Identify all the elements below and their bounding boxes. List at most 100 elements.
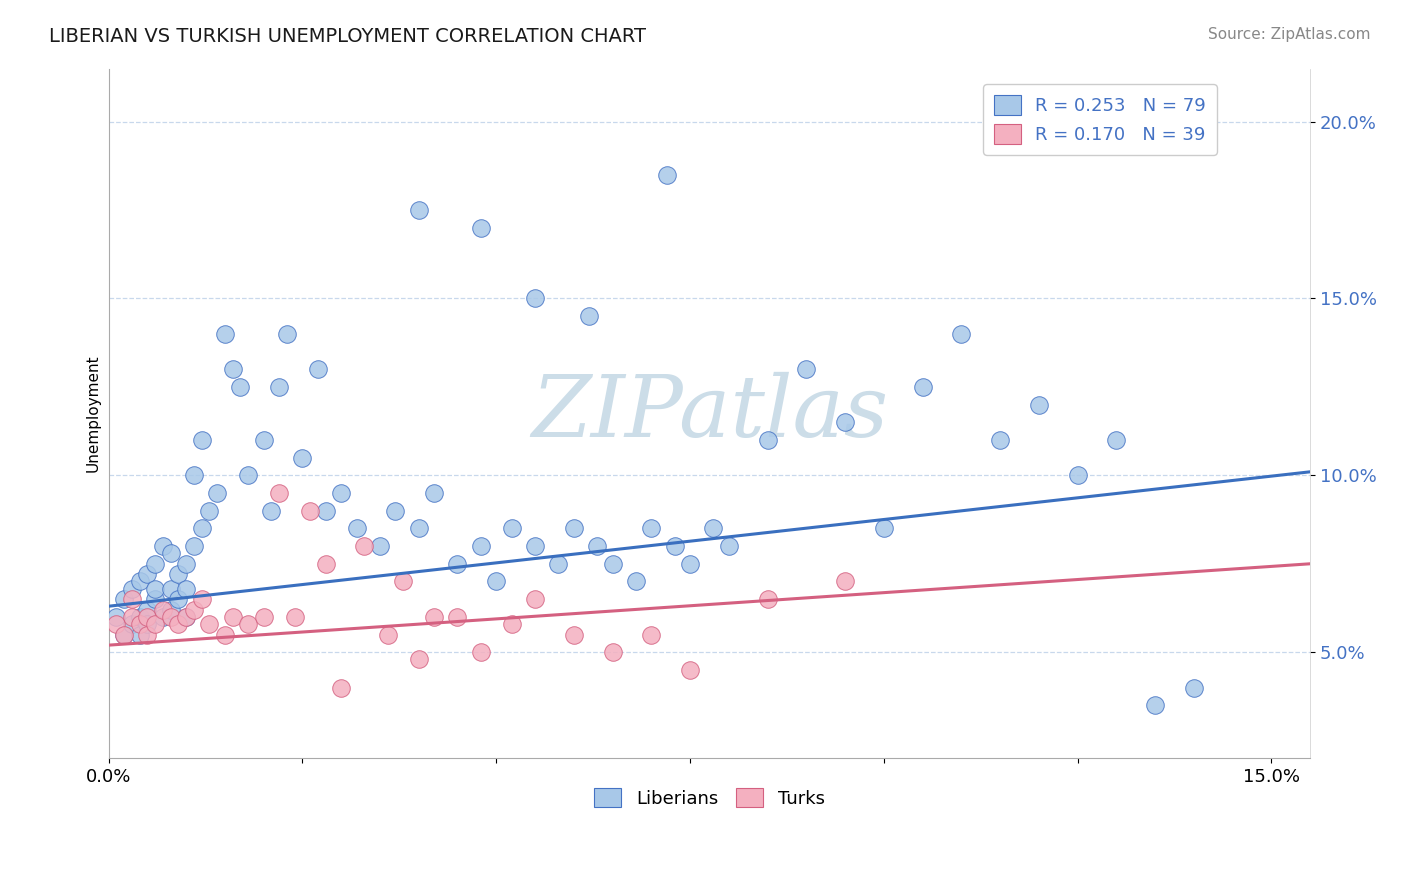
Point: [183, 603, 205, 617]
Point: [136, 610, 159, 624]
Point: [1028, 398, 1050, 412]
Point: [624, 574, 647, 589]
Point: [136, 567, 159, 582]
Point: [136, 616, 159, 631]
Point: [446, 610, 468, 624]
Point: [1105, 433, 1128, 447]
Point: [121, 592, 143, 607]
Point: [834, 415, 856, 429]
Point: [655, 168, 678, 182]
Point: [562, 627, 585, 641]
Point: [238, 468, 260, 483]
Point: [105, 610, 128, 624]
Point: [291, 450, 314, 465]
Point: [128, 610, 150, 624]
Point: [330, 681, 353, 695]
Point: [640, 521, 662, 535]
Point: [602, 645, 624, 659]
Point: [346, 521, 368, 535]
Point: [586, 539, 609, 553]
Point: [112, 592, 135, 607]
Point: [299, 504, 322, 518]
Point: [152, 603, 174, 617]
Point: [640, 627, 662, 641]
Point: [214, 627, 236, 641]
Point: [315, 504, 337, 518]
Point: [873, 521, 896, 535]
Point: [501, 616, 523, 631]
Point: [128, 574, 150, 589]
Point: [679, 663, 702, 677]
Point: [423, 486, 446, 500]
Point: [159, 610, 181, 624]
Point: [679, 557, 702, 571]
Point: [159, 546, 181, 560]
Point: [756, 592, 779, 607]
Point: [524, 592, 547, 607]
Point: [377, 627, 399, 641]
Point: [190, 433, 212, 447]
Point: [253, 610, 276, 624]
Point: [276, 326, 298, 341]
Point: [834, 574, 856, 589]
Point: [501, 521, 523, 535]
Point: [159, 582, 181, 596]
Point: [183, 539, 205, 553]
Point: [384, 504, 406, 518]
Point: [602, 557, 624, 571]
Point: [408, 521, 430, 535]
Y-axis label: Unemployment: Unemployment: [86, 355, 100, 472]
Point: [174, 610, 197, 624]
Point: [392, 574, 415, 589]
Point: [547, 557, 569, 571]
Point: [198, 504, 221, 518]
Point: [105, 616, 128, 631]
Point: [143, 616, 166, 631]
Point: [446, 557, 468, 571]
Point: [717, 539, 740, 553]
Point: [112, 627, 135, 641]
Point: [238, 616, 260, 631]
Point: [470, 539, 492, 553]
Point: [167, 592, 190, 607]
Point: [664, 539, 686, 553]
Point: [408, 652, 430, 666]
Point: [143, 582, 166, 596]
Point: [524, 292, 547, 306]
Point: [1144, 698, 1167, 713]
Point: [702, 521, 724, 535]
Point: [136, 627, 159, 641]
Point: [136, 603, 159, 617]
Point: [562, 521, 585, 535]
Point: [330, 486, 353, 500]
Point: [183, 468, 205, 483]
Text: LIBERIAN VS TURKISH UNEMPLOYMENT CORRELATION CHART: LIBERIAN VS TURKISH UNEMPLOYMENT CORRELA…: [49, 27, 647, 45]
Legend: Liberians, Turks: Liberians, Turks: [588, 780, 832, 815]
Point: [190, 592, 212, 607]
Point: [174, 582, 197, 596]
Point: [470, 645, 492, 659]
Point: [167, 567, 190, 582]
Point: [307, 362, 329, 376]
Point: [269, 380, 291, 394]
Point: [190, 521, 212, 535]
Point: [152, 610, 174, 624]
Point: [167, 616, 190, 631]
Point: [911, 380, 934, 394]
Point: [1182, 681, 1205, 695]
Point: [794, 362, 817, 376]
Point: [143, 592, 166, 607]
Point: [260, 504, 283, 518]
Point: [121, 610, 143, 624]
Point: [143, 557, 166, 571]
Point: [1066, 468, 1088, 483]
Point: [112, 627, 135, 641]
Point: [152, 539, 174, 553]
Text: Source: ZipAtlas.com: Source: ZipAtlas.com: [1208, 27, 1371, 42]
Point: [128, 616, 150, 631]
Point: [408, 202, 430, 217]
Point: [198, 616, 221, 631]
Point: [174, 557, 197, 571]
Point: [756, 433, 779, 447]
Point: [269, 486, 291, 500]
